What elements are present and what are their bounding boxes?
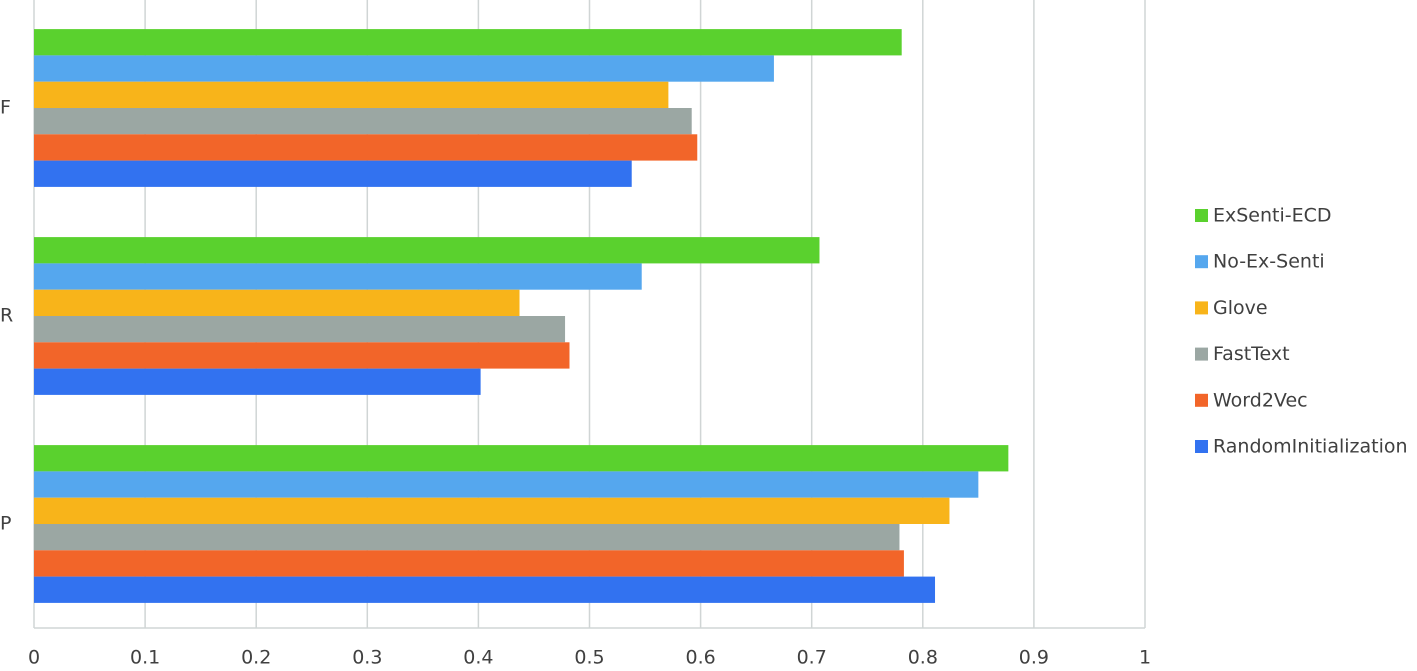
bar (34, 445, 1009, 472)
x-tick-label: 0.4 (463, 647, 493, 668)
x-tick-label: 0.9 (1019, 647, 1049, 668)
bar (34, 81, 669, 108)
bar (34, 576, 936, 603)
legend-swatch (1195, 393, 1208, 407)
legend-swatch (1195, 440, 1208, 453)
x-tick-label: 0.2 (241, 647, 271, 668)
bar (34, 134, 698, 161)
bar (34, 289, 520, 316)
legend-swatch (1195, 301, 1208, 315)
legend-label: Word2Vec (1213, 389, 1308, 411)
bar (34, 550, 904, 577)
y-tick-label: F (0, 97, 11, 119)
bar (34, 368, 481, 395)
x-tick-label: 0.8 (908, 647, 938, 668)
legend-swatch (1195, 209, 1208, 222)
bar (34, 263, 642, 290)
x-tick-label: 0 (28, 647, 40, 668)
y-tick-label: R (0, 305, 13, 327)
legend-swatch (1195, 255, 1208, 269)
legend-swatch (1195, 347, 1208, 361)
legend-label: RandomInitialization (1213, 436, 1408, 458)
bar (34, 524, 900, 551)
bar (34, 108, 692, 135)
bar (34, 55, 774, 82)
legend-label: FastText (1213, 343, 1290, 365)
x-tick-label: 0.7 (797, 647, 827, 668)
bar (34, 497, 950, 524)
bar (34, 471, 979, 498)
x-tick-label: 0.3 (352, 647, 382, 668)
x-tick-label: 0.6 (685, 647, 715, 668)
legend-label: No-Ex-Senti (1213, 251, 1325, 273)
y-tick-label: P (0, 513, 11, 535)
bar (34, 160, 632, 187)
bar (34, 237, 820, 264)
bar (34, 342, 570, 369)
legend-label: Glove (1213, 297, 1268, 319)
bar (34, 316, 566, 343)
legend-label: ExSenti-ECD (1213, 205, 1332, 227)
x-tick-label: 0.1 (130, 647, 160, 668)
x-tick-label: 0.5 (574, 647, 604, 668)
bar (34, 29, 902, 56)
x-tick-label: 1 (1139, 647, 1151, 668)
